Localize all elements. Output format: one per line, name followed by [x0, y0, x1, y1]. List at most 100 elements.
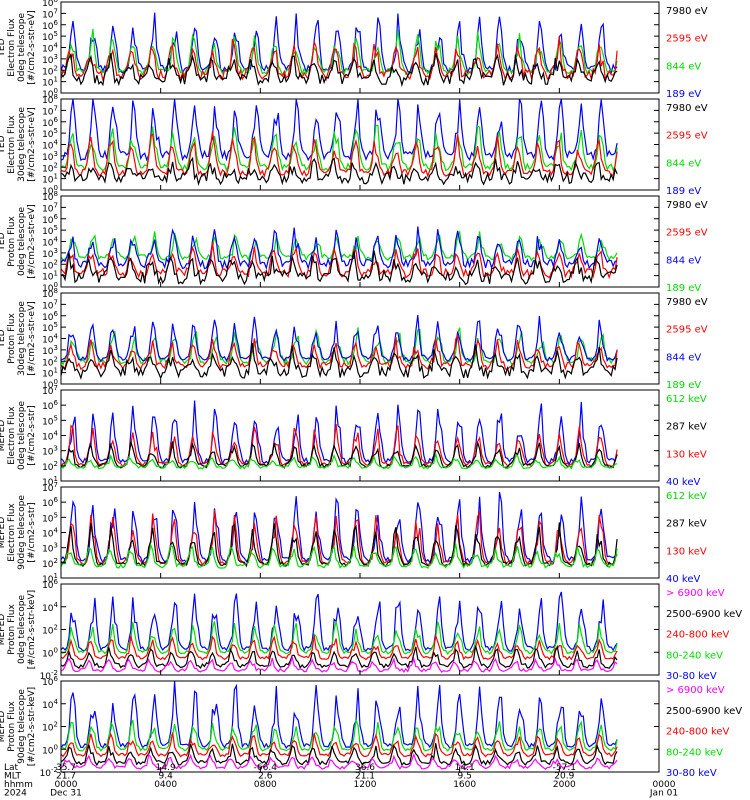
y-tick-label: 104	[42, 236, 58, 249]
series-line-2595-ev	[61, 333, 618, 371]
y-tick-label: 102	[42, 721, 58, 734]
y-tick-label: 102	[42, 557, 58, 570]
y-label-line: Electron Flux	[7, 115, 17, 174]
y-axis-label: MEPED Electron Flux 90deg telescope [#/cm2-…	[0, 495, 37, 570]
series-group	[61, 681, 618, 771]
legend-entry: 2595 eV	[666, 34, 708, 45]
y-tick-label: 106	[42, 19, 58, 32]
time-axis-value: 21.7	[56, 772, 76, 782]
y-tick-label: 103	[42, 53, 58, 66]
y-tick-label: 102	[42, 258, 58, 271]
y-tick-label: 104	[42, 698, 58, 711]
y-label-line: [#/cm2-s-str]	[27, 502, 37, 562]
y-tick-label: 106	[42, 496, 58, 509]
legend-entry: 287 keV	[666, 519, 707, 530]
y-tick-label: 106	[42, 578, 58, 591]
legend-entry: 2500-6900 keV	[666, 609, 742, 620]
y-tick-label: 103	[42, 542, 58, 555]
y-label-line: MEPED	[0, 614, 7, 646]
legend-entry: 612 keV	[666, 491, 707, 502]
series-line-2595-ev	[61, 36, 618, 82]
time-axis-value: 14.9	[156, 763, 176, 773]
y-axis-label: MEPED Proton Flux 0deg telescope [#/cm2-s-s…	[0, 590, 37, 669]
y-tick-label: 104	[42, 139, 58, 152]
series-line-30-80-kev	[61, 591, 618, 653]
y-tick-label: 101	[42, 475, 58, 488]
time-axis-row-label: 2024	[4, 789, 27, 799]
series-line-844-ev	[61, 226, 618, 271]
series-line-612-kev	[61, 542, 618, 569]
y-tick-label: 104	[42, 601, 58, 614]
legend-entry: 7980 eV	[666, 297, 708, 308]
time-axis-value: 21.1	[355, 772, 375, 782]
legend-entry: 2595 eV	[666, 228, 708, 239]
time-axis-value: 9.5	[458, 772, 472, 782]
series-line-240-800-kev	[61, 635, 618, 661]
time-axis-value: 36.6	[355, 763, 375, 773]
series-line-80-240-kev	[61, 621, 618, 655]
y-tick-label: 101	[42, 367, 58, 380]
panel-7: 10-2 100 102 104 106 MEPED Proton Flux 0deg tel…	[0, 578, 742, 682]
y-tick-label: 106	[42, 116, 58, 129]
y-label-line: Proton Flux	[7, 604, 17, 655]
legend-entry: 130 keV	[666, 449, 707, 460]
series-line--6900-kev	[61, 752, 618, 771]
legend-entry: 240-800 keV	[666, 727, 730, 738]
y-tick-label: 107	[42, 298, 58, 311]
y-tick-label: 104	[42, 430, 58, 443]
series-group	[61, 99, 618, 187]
y-tick-label: 101	[42, 572, 58, 585]
time-axis-value: 0400	[154, 780, 177, 790]
legend-entry: 40 keV	[666, 574, 700, 585]
y-label-line: [#/cm2-s-str-eV]	[27, 107, 37, 182]
series-group	[61, 591, 618, 674]
legend-entry: 189 eV	[666, 89, 701, 100]
series-line-240-800-kev	[61, 732, 618, 758]
time-axis-value: 0800	[254, 780, 277, 790]
series-line-7980-ev	[61, 52, 618, 88]
y-tick-label: 100	[42, 87, 58, 100]
y-tick-label: 106	[42, 213, 58, 226]
y-label-line: MEPED	[0, 711, 7, 743]
y-tick-label: 102	[42, 161, 58, 174]
y-tick-label: 107	[42, 7, 58, 20]
y-tick-label: 103	[42, 344, 58, 357]
y-tick-label: 10-2	[40, 669, 58, 682]
y-label-line: 30deg telescope	[17, 107, 27, 182]
y-label-line: Proton Flux	[7, 313, 17, 364]
time-axis-value: Jan 01	[649, 789, 678, 799]
y-tick-label: 105	[42, 30, 58, 43]
legend-entry: 189 eV	[666, 283, 701, 294]
time-axis-value: 2.6	[258, 772, 273, 782]
series-line-2595-ev	[61, 241, 618, 281]
y-tick-label: 107	[42, 481, 58, 494]
y-tick-label: 105	[42, 511, 58, 524]
y-label-line: Proton Flux	[7, 701, 17, 752]
time-axis-value: -66.4	[254, 763, 278, 773]
y-tick-label: 107	[42, 201, 58, 214]
time-axis-value: 2000	[553, 780, 576, 790]
y-tick-label: 100	[42, 743, 58, 756]
series-line-2595-ev	[61, 131, 618, 179]
panel-6: 101 102 103 104 105 106 107 MEPED Electron Flux 9…	[0, 481, 707, 585]
time-axis-row-label: MLT	[4, 772, 22, 782]
time-axis-value: 0000	[653, 780, 676, 790]
legend-entry: 189 eV	[666, 186, 701, 197]
series-group	[61, 314, 618, 381]
y-tick-label: 100	[42, 646, 58, 659]
series-line-287-kev	[61, 522, 618, 568]
y-tick-label: 100	[42, 281, 58, 294]
series-line-189-ev	[61, 99, 618, 162]
panel-5: 101 102 103 104 105 106 107 MEPED Electron Flux 0…	[0, 384, 707, 488]
legend-entry: 7980 eV	[666, 103, 708, 114]
legend-entry: 30-80 keV	[666, 768, 717, 779]
y-tick-label: 104	[42, 527, 58, 540]
y-tick-label: 101	[42, 270, 58, 283]
series-line-7980-ev	[61, 342, 618, 381]
y-label-line: 0deg telescope	[17, 595, 27, 665]
y-label-line: TED	[0, 135, 7, 154]
y-tick-label: 102	[42, 355, 58, 368]
y-tick-label: 105	[42, 414, 58, 427]
